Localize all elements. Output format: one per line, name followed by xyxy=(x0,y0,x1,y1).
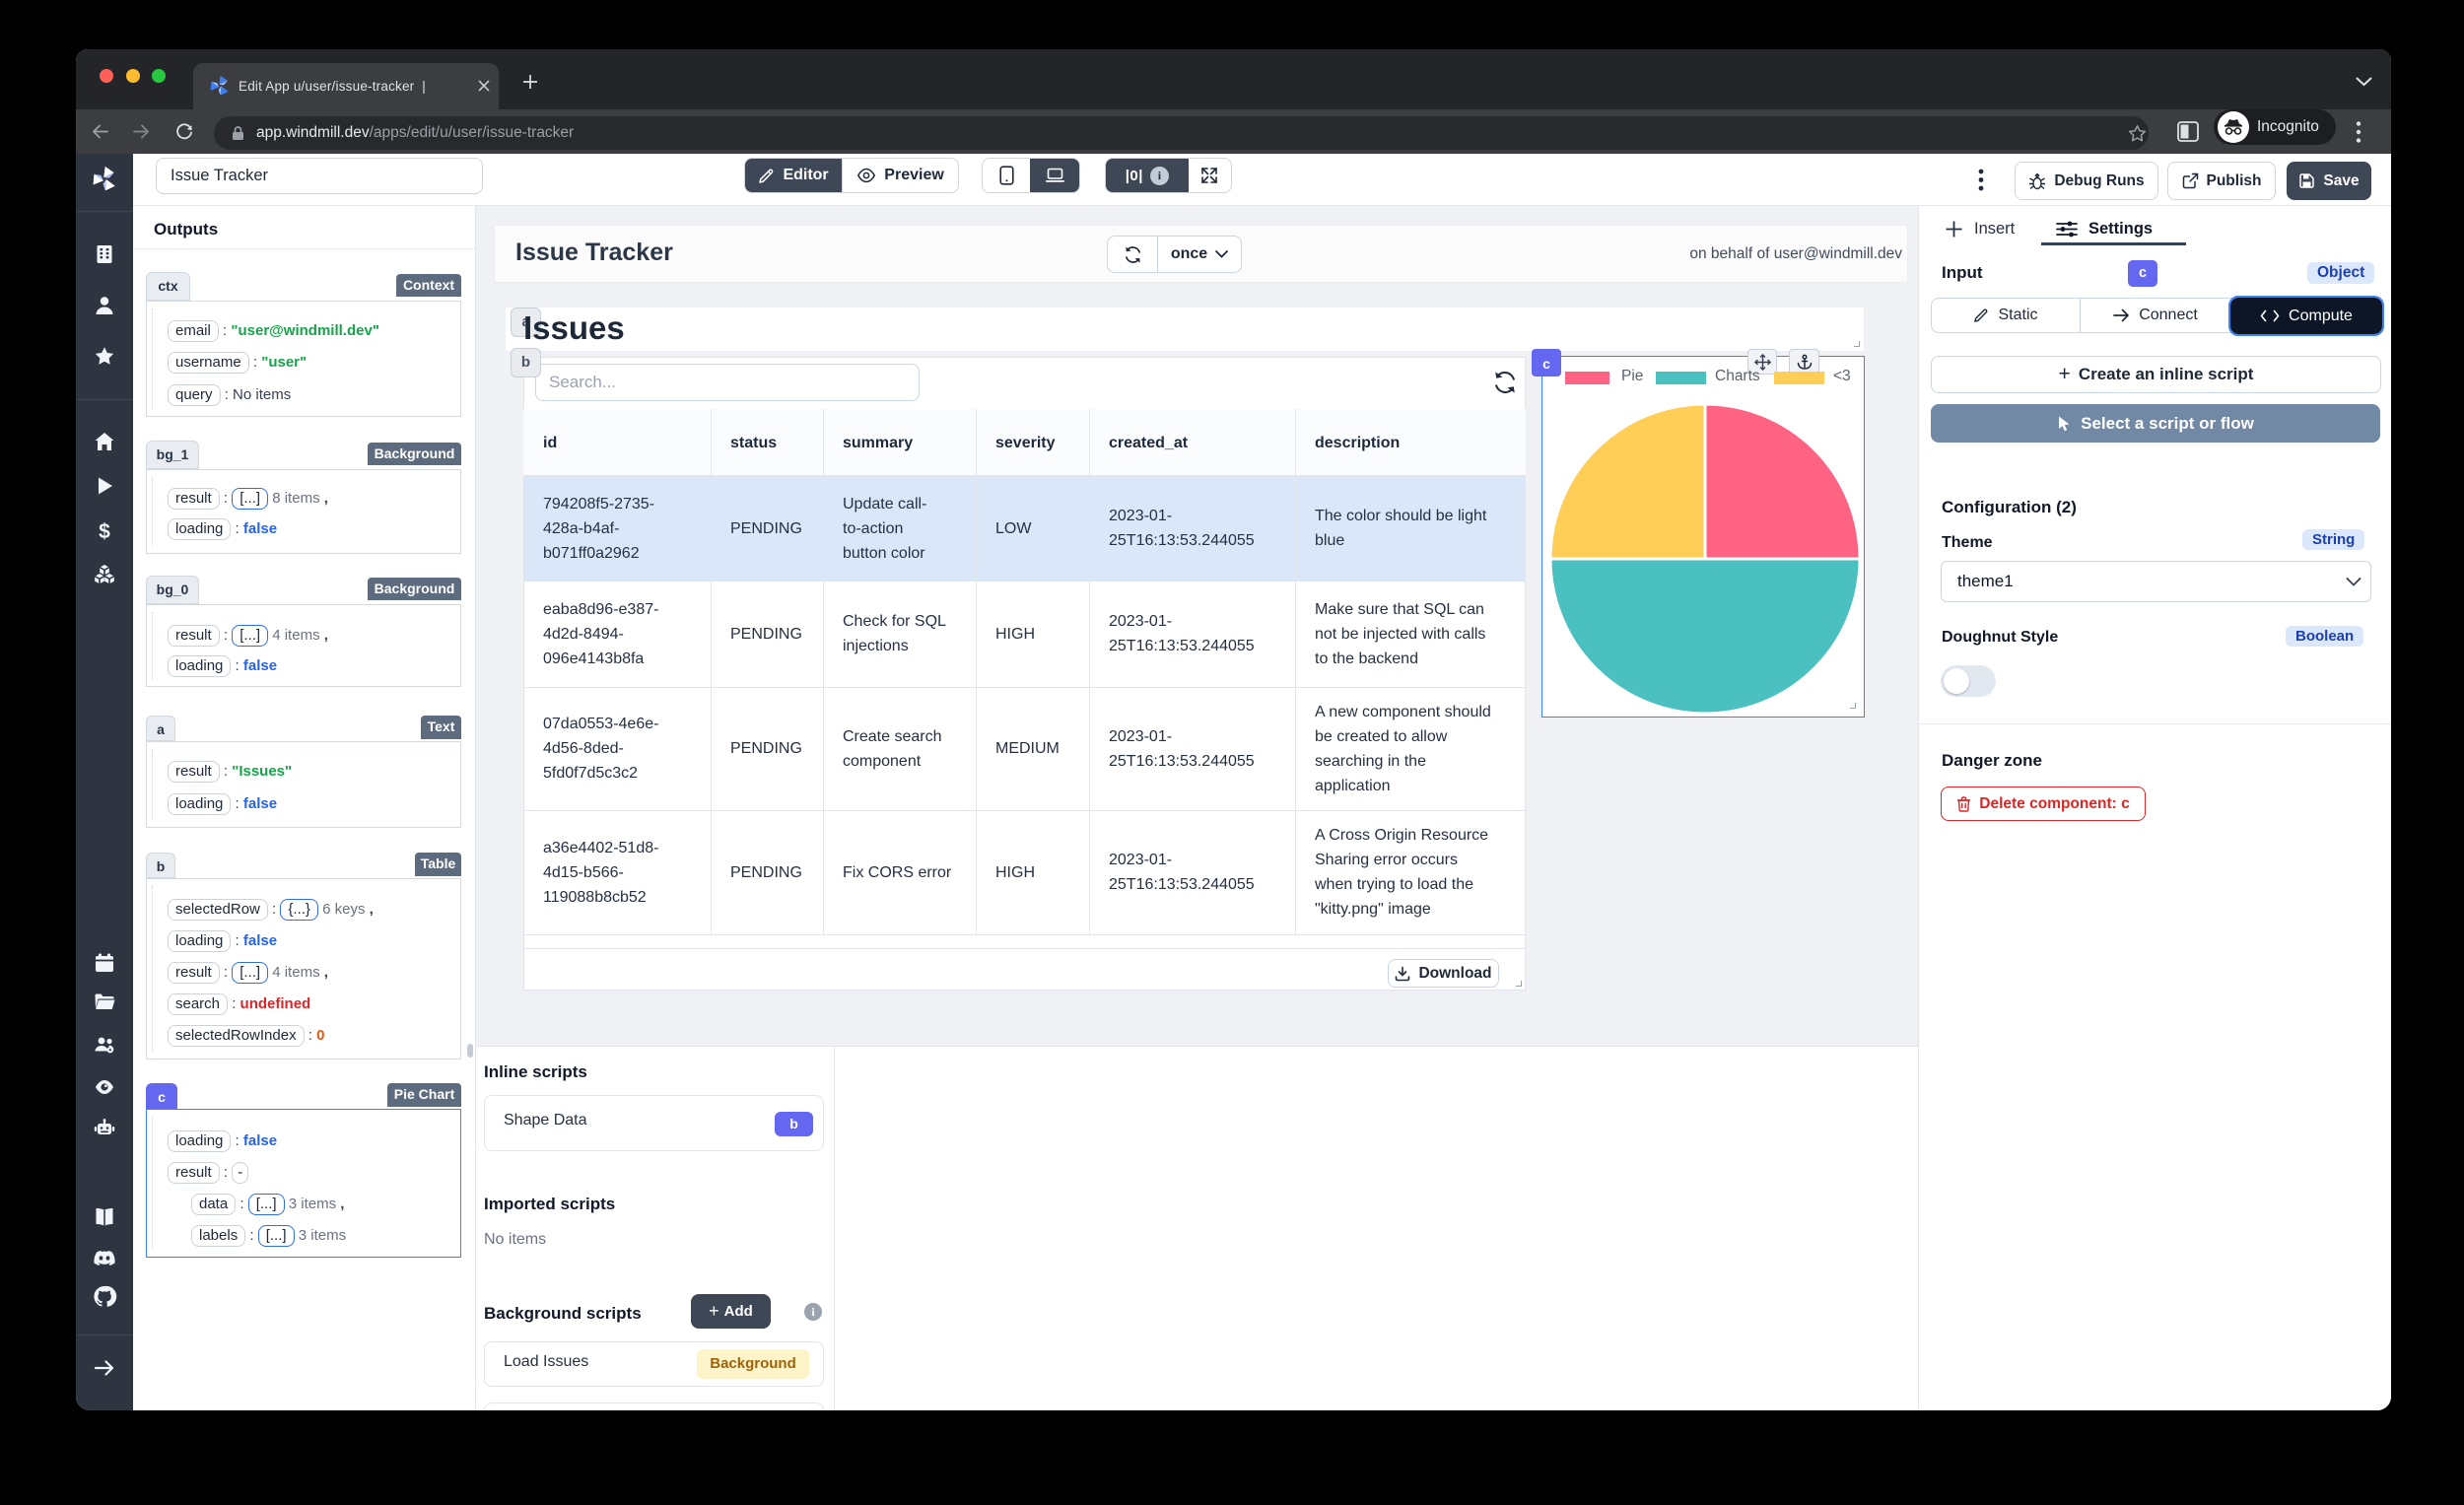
svg-text:$: $ xyxy=(99,520,110,543)
